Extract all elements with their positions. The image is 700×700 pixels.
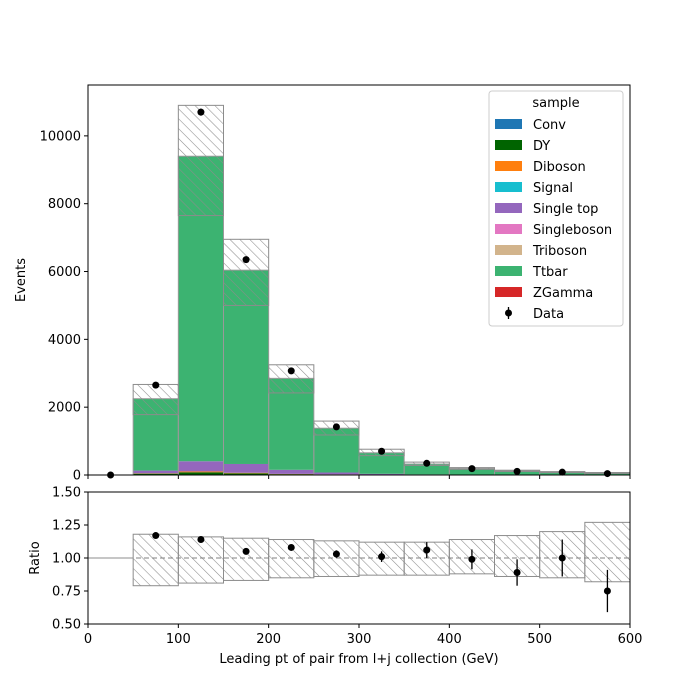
- bar-single-top-3: [223, 463, 269, 473]
- bar-ttbar-5: [313, 428, 359, 473]
- ratio-uncertainty-3: [223, 537, 270, 581]
- bar-ttbar-4: [268, 378, 314, 470]
- ratio-xtick-label-6: 600: [618, 632, 643, 647]
- mc-uncertainty-2: [177, 104, 224, 217]
- legend-label-singleboson: Singleboson: [533, 223, 612, 238]
- bar-dy-2: [178, 472, 224, 475]
- mc-uncertainty-1: [132, 383, 179, 416]
- legend-swatch-zgamma: [495, 287, 522, 297]
- ratio-point-9: [558, 554, 566, 562]
- legend-box: [488, 90, 624, 327]
- ratio-xtick-label-2: 200: [256, 632, 281, 647]
- ratio-uncertainty-6: [358, 541, 405, 576]
- stacked-histogram: [132, 104, 630, 475]
- legend-label-ttbar: Ttbar: [532, 265, 568, 280]
- ratio-xtick-label-3: 300: [347, 632, 372, 647]
- data-point-2: [197, 108, 205, 116]
- bar-single-top-4: [268, 469, 314, 474]
- data-point-9: [513, 467, 521, 475]
- ratio-ytick-label-2: 1.00: [52, 552, 81, 567]
- legend-label-data: Data: [533, 307, 564, 322]
- bar-ttbar-7: [404, 464, 450, 475]
- bar-dy-3: [223, 473, 269, 475]
- legend-swatch-ttbar: [495, 266, 522, 276]
- ratio-ytick-label-0: 0.50: [52, 618, 81, 633]
- data-point-8: [468, 465, 476, 473]
- legend-swatch-conv: [495, 119, 522, 129]
- ratio-point-0: [152, 532, 160, 540]
- ratio-uncertainty-1: [132, 533, 179, 587]
- legend-swatch-singleboson: [495, 224, 522, 234]
- legend: sample Conv DY Diboson Signal Single top Singl…: [488, 90, 624, 327]
- ratio-point-1: [197, 536, 205, 544]
- data-point-3: [242, 256, 250, 264]
- ratio-point-3: [287, 543, 295, 551]
- main-ytick-label-3: 6000: [48, 265, 81, 280]
- legend-label-conv: Conv: [533, 118, 566, 133]
- ratio-content: [88, 521, 630, 613]
- data-point-7: [423, 459, 431, 467]
- data-points: [107, 108, 611, 479]
- ratio-ytick-label-4: 1.50: [52, 486, 81, 501]
- ratio-xtick-label-0: 0: [84, 632, 92, 647]
- ratio-ylabel: Ratio: [28, 541, 43, 574]
- ratio-point-10: [603, 587, 611, 595]
- bar-diboson-2: [178, 471, 224, 473]
- xlabel: Leading pt of pair from l+j collection (…: [219, 652, 498, 667]
- ratio-point-8: [513, 569, 521, 577]
- data-point-11: [603, 470, 611, 478]
- main-plot: 0 2000 4000 6000 8000 10000 Events sample Conv DY…: [14, 84, 631, 484]
- data-point-6: [378, 447, 386, 455]
- legend-swatch-single-top: [495, 203, 522, 213]
- ratio-ytick-label-1: 0.75: [52, 585, 81, 600]
- legend-label-dy: DY: [533, 139, 550, 154]
- legend-label-signal: Signal: [533, 181, 573, 196]
- bar-single-top-1: [133, 470, 179, 474]
- main-ytick-label-4: 8000: [48, 197, 81, 212]
- bar-single-top-6: [359, 473, 405, 475]
- ratio-uncertainty-5: [313, 540, 360, 577]
- legend-swatch-dy: [495, 140, 522, 150]
- ratio-point-2: [242, 547, 250, 555]
- bar-single-top-5: [313, 472, 359, 475]
- main-ytick-label-0: 0: [73, 469, 81, 484]
- legend-swatch-data: [505, 309, 512, 317]
- data-point-5: [332, 423, 340, 431]
- legend-swatch-signal: [495, 182, 522, 192]
- ratio-uncertainty-2: [177, 536, 224, 584]
- ratio-ytick-label-3: 1.25: [52, 519, 81, 534]
- main-ytick-label-2: 4000: [48, 333, 81, 348]
- data-point-10: [558, 468, 566, 476]
- ratio-point-4: [332, 550, 340, 558]
- bar-dy-1: [133, 473, 179, 475]
- mc-uncertainty-3: [223, 238, 270, 306]
- legend-swatch-diboson: [495, 161, 522, 171]
- bar-diboson-3: [223, 472, 269, 474]
- ratio-plot: 0.50 0.75 1.00 1.25 1.50 0 100 200 300 400 500 600 R…: [28, 486, 642, 668]
- legend-label-single-top: Single top: [533, 202, 598, 217]
- bar-ttbar-6: [359, 452, 405, 474]
- legend-swatch-triboson: [495, 245, 522, 255]
- bar-single-top-2: [178, 461, 224, 472]
- ratio-point-7: [468, 555, 476, 563]
- legend-label-triboson: Triboson: [532, 244, 587, 259]
- ratio-point-5: [378, 553, 386, 561]
- main-ytick-label-1: 2000: [48, 401, 81, 416]
- data-point-4: [287, 367, 295, 375]
- ratio-xtick-label-1: 100: [166, 632, 191, 647]
- legend-label-diboson: Diboson: [533, 160, 586, 175]
- legend-label-zgamma: ZGamma: [533, 286, 593, 301]
- ratio-xtick-label-5: 500: [527, 632, 552, 647]
- ratio-xtick-label-4: 400: [437, 632, 462, 647]
- legend-title: sample: [532, 96, 579, 111]
- data-point-1: [152, 381, 160, 389]
- main-ylabel: Events: [14, 258, 29, 302]
- main-ytick-label-5: 10000: [40, 129, 81, 144]
- ratio-point-6: [423, 546, 431, 554]
